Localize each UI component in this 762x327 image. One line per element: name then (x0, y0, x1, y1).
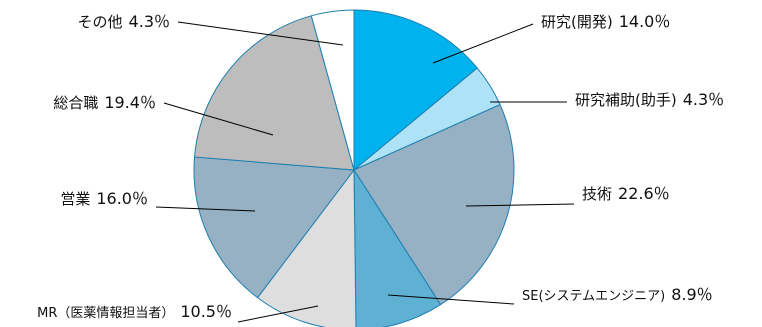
slice-label-value-2: 4.3％ (683, 90, 724, 109)
slice-label-name-3: 技術 (582, 185, 612, 203)
leader-line-4 (387, 294, 515, 305)
labels-layer: 研究(開発) 14.0％ 研究補助(助手) 4.3％ 技術 22.6％ SE(システムエンジ… (37, 12, 724, 321)
pie-slice-1 (353, 9, 478, 172)
slice-label-8: その他 4.3％ (78, 12, 170, 31)
leader-line-8 (177, 21, 344, 46)
leader-line-7 (163, 102, 274, 136)
slices-layer (193, 9, 515, 327)
pie-slice-3 (353, 103, 515, 306)
leader-line-6 (155, 206, 256, 212)
slice-label-name-4: SE(システムエンジニア) (522, 289, 665, 304)
pie-slice-6 (193, 156, 355, 299)
leader-lines-layer (155, 21, 575, 323)
slice-label-7: 総合職 19.4％ (53, 93, 156, 112)
slice-label-value-1: 14.0％ (619, 12, 671, 31)
slice-label-value-5: 10.5％ (180, 302, 232, 321)
slice-label-value-7: 19.4％ (104, 93, 156, 112)
leader-line-3 (465, 203, 575, 207)
pie-slice-4 (353, 168, 442, 327)
slice-label-2: 研究補助(助手) 4.3％ (575, 90, 724, 109)
slice-label-value-3: 22.6％ (618, 184, 670, 203)
slice-label-name-2: 研究補助(助手) (575, 91, 677, 109)
slice-label-value-4: 8.9％ (671, 285, 712, 304)
slice-label-4: SE(システムエンジニア) 8.9％ (522, 285, 713, 304)
slice-label-5: MR（医薬情報担当者） 10.5％ (37, 302, 232, 321)
pie-slice-8 (310, 9, 355, 171)
slice-label-6: 営業 16.0％ (60, 189, 148, 208)
pie-slice-5 (256, 168, 357, 327)
slice-label-name-7: 総合職 (53, 94, 98, 112)
leader-line-1 (432, 23, 534, 64)
slice-label-3: 技術 22.6％ (582, 184, 670, 203)
leader-line-5 (237, 305, 319, 323)
slice-label-name-1: 研究(開発) (541, 13, 613, 31)
slice-label-value-6: 16.0％ (96, 189, 148, 208)
slice-label-name-8: その他 (78, 13, 123, 31)
slice-label-name-5: MR（医薬情報担当者） (37, 306, 174, 321)
slice-label-1: 研究(開発) 14.0％ (541, 12, 670, 31)
slice-label-value-8: 4.3％ (129, 12, 170, 31)
pie-slice-7 (193, 15, 355, 171)
slice-label-name-6: 営業 (60, 190, 90, 208)
